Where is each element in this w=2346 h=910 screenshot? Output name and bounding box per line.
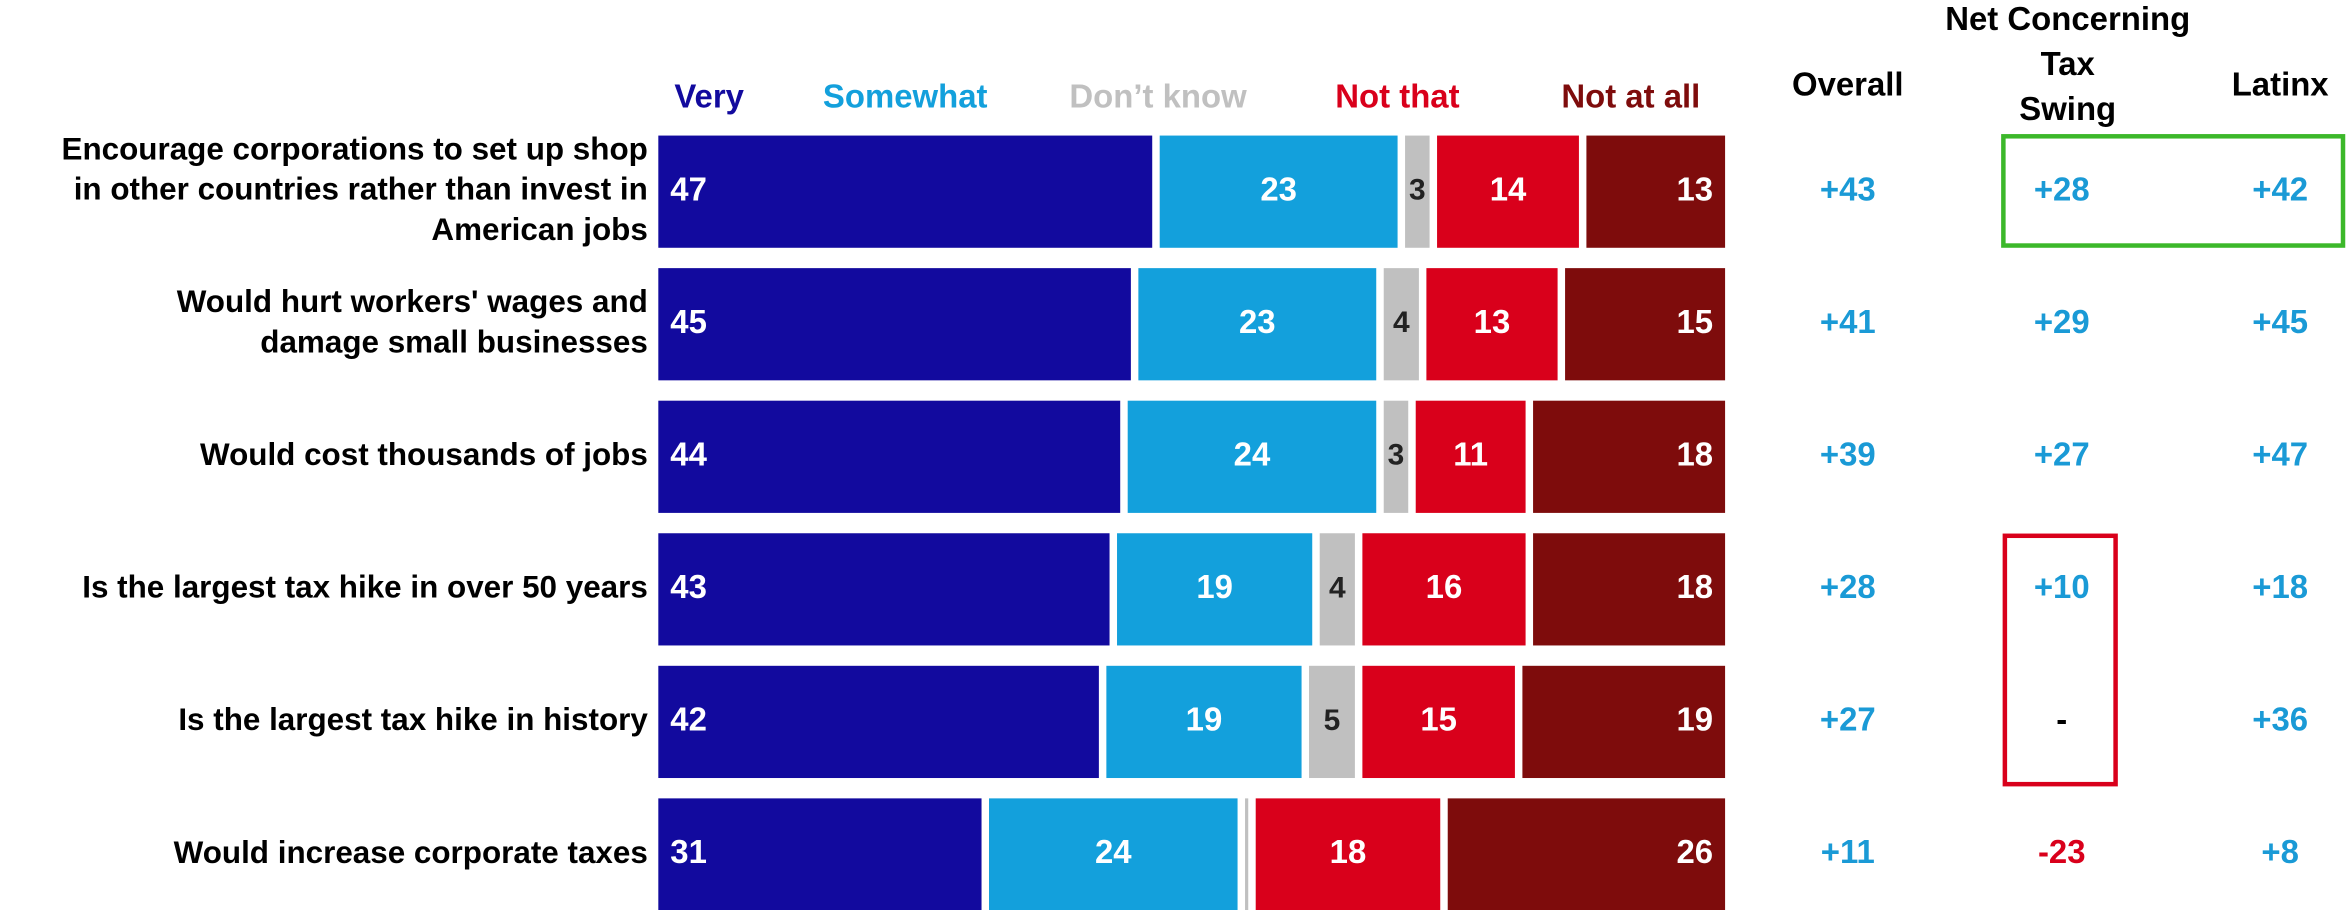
data-label: 4	[1329, 571, 1346, 604]
category-label: Would cost thousands of jobs	[200, 437, 648, 472]
bar-segment	[1106, 665, 1302, 779]
legend-label: Don’t know	[1069, 78, 1247, 115]
table-value: +42	[2252, 170, 2308, 207]
data-label: 45	[670, 303, 707, 340]
bar-segment	[1565, 268, 1726, 381]
legend-label: Somewhat	[823, 78, 988, 115]
bar-segment	[1319, 533, 1355, 646]
data-label: 13	[1677, 170, 1714, 207]
data-label: 18	[1330, 833, 1367, 870]
bar-segment	[1383, 400, 1409, 513]
table-value: +18	[2252, 568, 2308, 605]
data-label: 43	[670, 568, 707, 605]
bar-segment	[658, 533, 1110, 646]
data-label: 11	[1453, 435, 1488, 472]
data-label: 15	[1420, 701, 1457, 738]
data-label: 19	[1196, 568, 1233, 605]
category-label: Would increase corporate taxes	[174, 835, 648, 870]
bar-segment	[1533, 400, 1726, 513]
category-label: Is the largest tax hike in history	[178, 702, 648, 737]
data-label: 24	[1234, 435, 1271, 472]
data-label: 5	[1324, 704, 1341, 737]
data-label: 24	[1095, 833, 1132, 870]
category-label: Would hurt workers' wages and damage smal…	[177, 284, 648, 359]
table-value: -23	[2038, 833, 2086, 870]
bar-segment	[1159, 135, 1398, 248]
bar-segment	[658, 665, 1099, 779]
bar-segment	[1383, 268, 1419, 381]
bar-segment	[1245, 798, 1249, 910]
data-label: 3	[1409, 174, 1426, 207]
bar-segment	[1309, 665, 1355, 779]
bar-segment	[658, 798, 982, 910]
table-value: +47	[2252, 435, 2308, 472]
bar-segment	[658, 135, 1153, 248]
data-label: 18	[1677, 568, 1714, 605]
table-value: +36	[2252, 701, 2308, 738]
data-label: 13	[1474, 303, 1511, 340]
data-label: 15	[1677, 303, 1714, 340]
table-value: +11	[1821, 833, 1875, 870]
table-value: +8	[2261, 833, 2299, 870]
data-label: 19	[1186, 701, 1223, 738]
bar-segment	[989, 798, 1238, 910]
data-label: 19	[1677, 701, 1714, 738]
bar-segment	[1426, 268, 1558, 381]
table-value: +10	[2034, 568, 2090, 605]
bar-segment	[1405, 135, 1430, 248]
data-label: 14	[1490, 170, 1527, 207]
bar-segment	[1522, 665, 1726, 779]
table-value: +27	[2034, 435, 2090, 472]
table-value: +29	[2034, 303, 2090, 340]
table-value: -	[2056, 701, 2067, 738]
data-label: 42	[670, 701, 707, 738]
legend-label: Not at all	[1561, 78, 1700, 115]
column-header: Net Concerning Tax Swing	[1945, 0, 2190, 127]
data-label: 23	[1260, 170, 1297, 207]
data-label: 3	[1388, 439, 1405, 472]
bar-segment	[1138, 268, 1377, 381]
table-value: +39	[1820, 435, 1876, 472]
table-value: +27	[1820, 701, 1876, 738]
bar-segment	[1362, 533, 1526, 646]
table-value: +41	[1820, 303, 1876, 340]
bar-segment	[1533, 533, 1726, 646]
bar-segment	[658, 268, 1131, 381]
legend-label: Not that	[1335, 78, 1459, 115]
data-label: 4	[1393, 306, 1410, 339]
bar-segment	[658, 400, 1121, 513]
bar-segment	[1255, 798, 1441, 910]
category-label: Is the largest tax hike in over 50 years	[82, 570, 648, 605]
table-value: +28	[1820, 568, 1876, 605]
bar-segment	[1362, 665, 1515, 779]
column-header: Overall	[1792, 66, 1904, 103]
highlight-box	[2002, 533, 2118, 787]
table-value: +43	[1820, 170, 1876, 207]
bar-segment	[1586, 135, 1726, 248]
bar-segment	[1415, 400, 1526, 513]
data-label: 47	[670, 170, 707, 207]
table-value: +28	[2034, 170, 2090, 207]
category-label: Encourage corporations to set up shop in …	[62, 132, 648, 248]
data-label: 26	[1677, 833, 1714, 870]
data-label: 23	[1239, 303, 1276, 340]
table-value: +45	[2252, 303, 2308, 340]
bar-segment	[1127, 400, 1377, 513]
highlight-box	[2001, 134, 2346, 248]
bar-segment	[1447, 798, 1726, 910]
data-label: 44	[670, 435, 707, 472]
column-header: Latinx	[2232, 66, 2330, 103]
data-label: 18	[1677, 435, 1714, 472]
bar-segment	[1437, 135, 1579, 248]
data-label: 31	[670, 833, 707, 870]
bar-segment	[1117, 533, 1313, 646]
legend-label: Very	[674, 78, 744, 115]
data-label: 16	[1426, 568, 1463, 605]
